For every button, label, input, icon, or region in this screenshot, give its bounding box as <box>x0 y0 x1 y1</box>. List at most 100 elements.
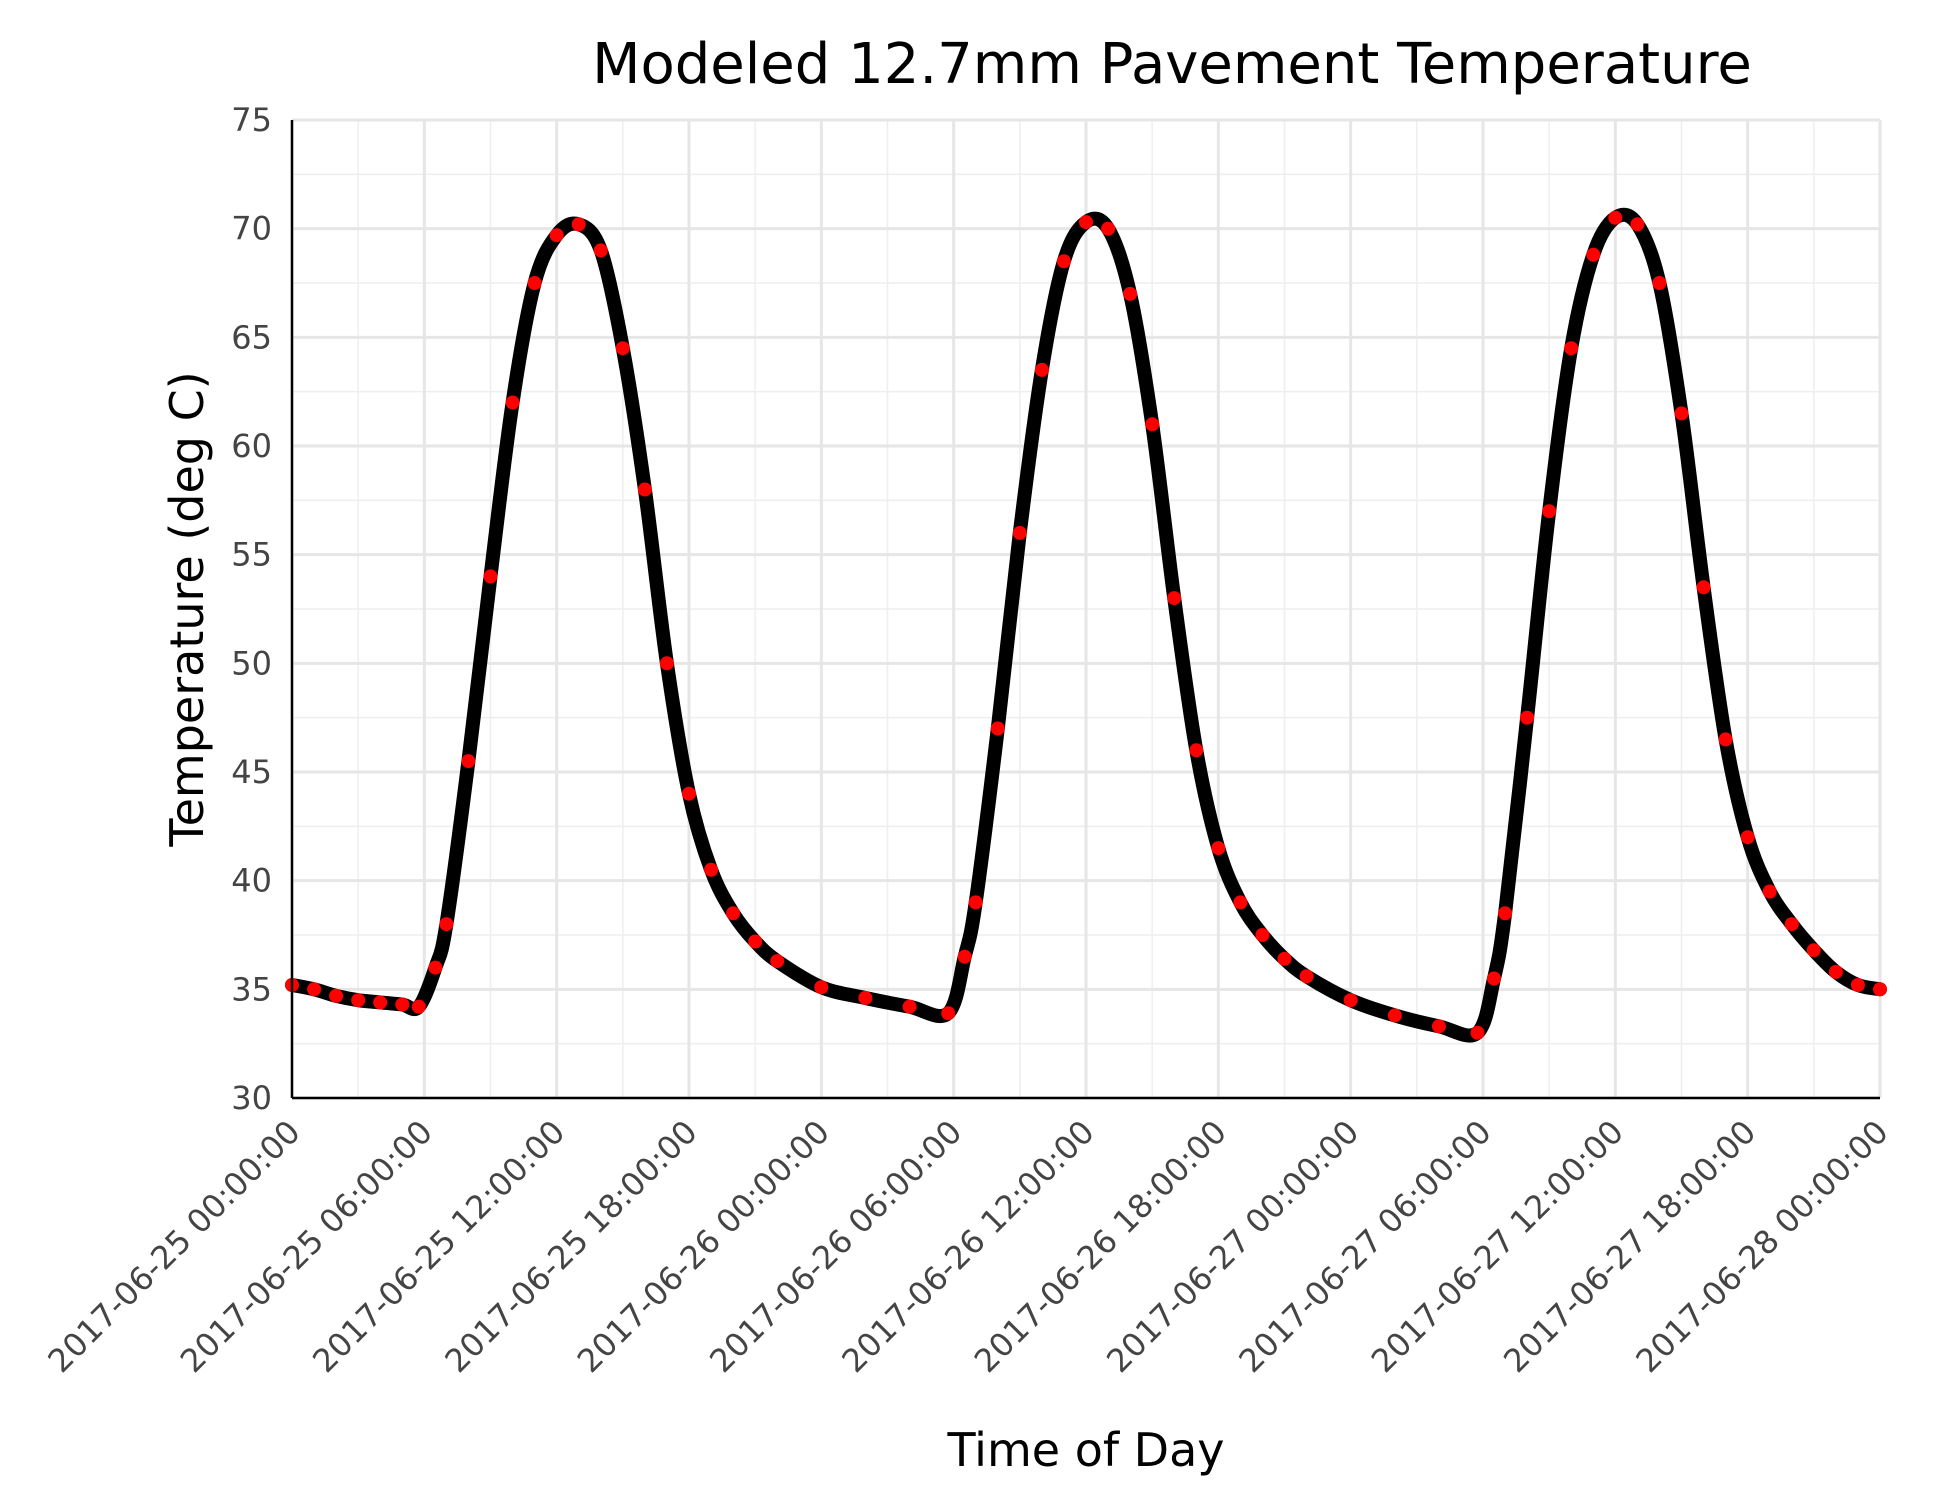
x-tick-label: 2017-06-27 12:00:00 <box>1364 1113 1631 1380</box>
y-tick-label: 70 <box>231 210 272 248</box>
data-point-marker <box>637 482 652 497</box>
data-point-marker <box>1431 1019 1446 1034</box>
y-axis-label: Temperature (deg C) <box>160 371 214 847</box>
data-point-marker <box>1079 215 1093 230</box>
data-point-marker <box>483 569 498 584</box>
data-point-marker <box>1123 286 1138 301</box>
y-tick-label: 50 <box>231 644 272 682</box>
grid <box>290 118 1882 1100</box>
y-tick-label: 60 <box>231 427 272 465</box>
data-point-marker <box>1211 841 1226 856</box>
data-point-marker <box>395 997 410 1012</box>
series-line-group <box>285 207 1887 1043</box>
x-tick-label: 2017-06-26 12:00:00 <box>834 1113 1101 1380</box>
data-point-marker <box>428 960 443 975</box>
data-point-marker <box>1056 254 1071 269</box>
chart-title: Modeled 12.7mm Pavement Temperature <box>592 32 1752 97</box>
data-point-marker <box>858 991 873 1005</box>
data-point-marker <box>726 906 741 921</box>
x-tick-label: 2017-06-25 00:00:00 <box>40 1113 307 1380</box>
x-tick-label: 2017-06-26 00:00:00 <box>570 1113 837 1380</box>
data-point-marker <box>1012 525 1027 540</box>
data-point-marker <box>1277 951 1292 966</box>
data-point-marker <box>941 1006 956 1021</box>
data-point-marker <box>1470 1025 1485 1040</box>
data-point-marker <box>571 217 586 232</box>
data-point-marker <box>814 980 829 995</box>
y-tick-label: 55 <box>231 536 272 574</box>
data-point-marker <box>307 982 322 997</box>
data-point-marker <box>990 721 1005 736</box>
data-point-marker <box>1189 743 1204 758</box>
data-point-marker <box>1718 732 1733 747</box>
data-point-marker <box>1299 969 1314 984</box>
data-point-marker <box>1696 580 1711 595</box>
x-tick-label: 2017-06-26 06:00:00 <box>702 1113 969 1380</box>
data-point-marker <box>373 995 388 1010</box>
data-point-marker <box>682 786 696 801</box>
y-tick-label: 65 <box>231 318 272 356</box>
x-tick-label: 2017-06-25 12:00:00 <box>305 1113 572 1380</box>
data-point-marker <box>461 754 476 769</box>
data-point-marker <box>1343 993 1358 1008</box>
data-point-marker <box>1784 917 1799 932</box>
y-axis-ticks: 30 35 40 45 50 55 60 65 70 75 <box>231 101 272 1117</box>
data-point-marker <box>902 999 917 1014</box>
x-tick-label: 2017-06-27 18:00:00 <box>1496 1113 1763 1380</box>
data-point-marker <box>549 228 564 243</box>
data-point-marker <box>1873 982 1887 997</box>
x-tick-label: 2017-06-25 18:00:00 <box>437 1113 704 1380</box>
data-point-marker <box>1828 964 1843 979</box>
x-tick-label: 2017-06-27 06:00:00 <box>1231 1113 1498 1380</box>
data-point-marker <box>770 954 785 969</box>
data-point-marker <box>659 656 674 671</box>
x-tick-label: 2017-06-26 18:00:00 <box>967 1113 1234 1380</box>
data-point-marker <box>527 276 542 290</box>
data-point-marker <box>1630 217 1645 232</box>
data-point-marker <box>505 395 520 410</box>
y-tick-label: 40 <box>231 862 272 900</box>
x-tick-label: 2017-06-28 00:00:00 <box>1628 1113 1895 1380</box>
data-point-marker <box>411 999 426 1014</box>
y-tick-label: 35 <box>231 970 272 1008</box>
data-point-marker <box>615 341 630 356</box>
data-point-marker <box>748 934 763 949</box>
data-point-marker <box>1487 971 1501 986</box>
data-point-marker <box>1608 210 1623 225</box>
x-tick-label: 2017-06-27 00:00:00 <box>1099 1113 1366 1380</box>
x-axis-label: Time of Day <box>947 1423 1225 1477</box>
data-point-marker <box>1145 417 1160 432</box>
data-point-marker <box>593 243 608 258</box>
data-point-marker <box>1652 276 1667 290</box>
series-line <box>285 207 1887 1043</box>
data-point-marker <box>1564 341 1579 356</box>
data-point-marker <box>1233 895 1248 910</box>
y-tick-label: 45 <box>231 753 272 791</box>
series-markers-group <box>285 210 1887 1040</box>
data-point-marker <box>1762 884 1777 899</box>
data-point-marker <box>1806 943 1821 958</box>
data-point-marker <box>351 993 366 1008</box>
data-point-marker <box>957 949 972 964</box>
y-tick-label: 75 <box>231 101 272 139</box>
data-point-marker <box>1520 710 1535 725</box>
x-tick-label: 2017-06-25 06:00:00 <box>173 1113 440 1380</box>
data-point-marker <box>1586 247 1601 262</box>
data-point-marker <box>704 862 719 877</box>
data-point-marker <box>1542 504 1557 519</box>
data-point-marker <box>1255 928 1270 942</box>
data-point-marker <box>1387 1008 1402 1023</box>
data-point-marker <box>1674 406 1689 421</box>
data-point-marker <box>968 895 983 910</box>
data-point-marker <box>329 988 344 1003</box>
data-point-marker <box>1101 221 1116 236</box>
data-point-marker <box>1034 362 1049 377</box>
data-point-marker <box>1740 830 1755 845</box>
data-point-marker <box>439 917 454 932</box>
y-tick-label: 30 <box>231 1079 272 1117</box>
data-point-marker <box>1850 978 1865 992</box>
data-point-marker <box>1167 591 1182 606</box>
data-point-marker <box>1498 906 1513 921</box>
